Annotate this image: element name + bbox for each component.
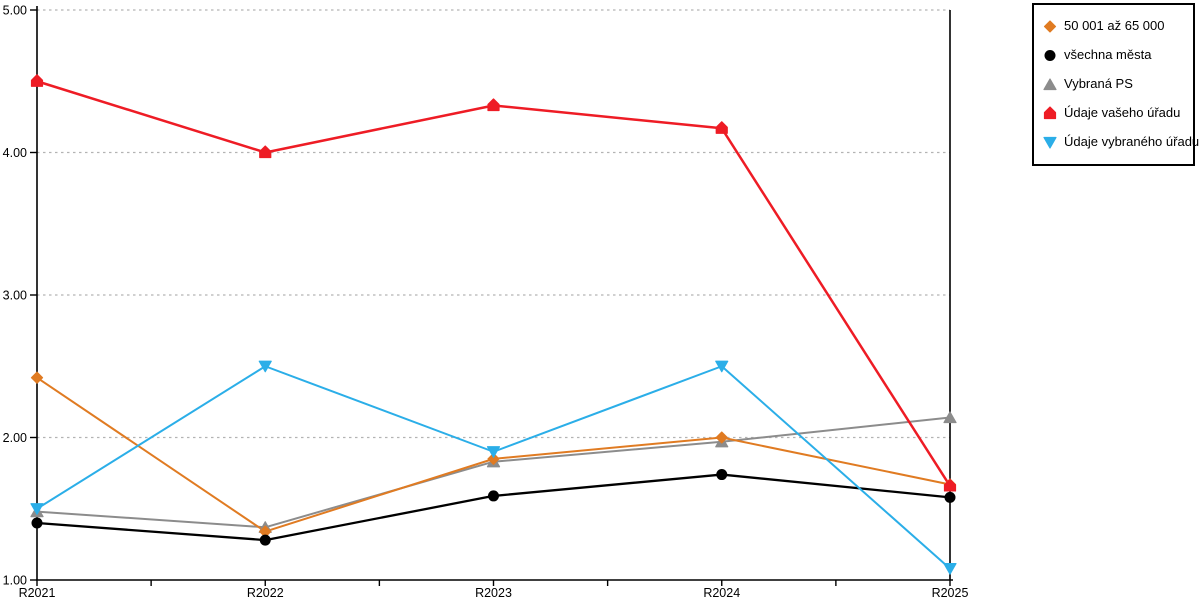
data-point-marker [259,145,272,159]
y-tick-label: 1.00 [3,574,27,588]
data-point-marker [1043,19,1057,33]
series-line [36,416,951,529]
y-tick-label: 3.00 [3,289,27,303]
data-point-marker [943,411,957,424]
series-line [35,80,952,488]
data-point-marker [1043,136,1057,149]
triangle-up-icon [1043,77,1057,90]
legend-label: Údaje vašeho úřadu [1064,105,1181,120]
legend-item: všechna města [1042,40,1185,69]
circle-icon [1044,49,1056,61]
data-point-marker [30,503,44,515]
triangle-down-icon [1043,136,1057,149]
diamond-icon [1043,19,1057,33]
chart-legend: 50 001 až 65 000 všechna města Vybraná PS Ú… [1032,3,1199,166]
legend-label: 50 001 až 65 000 [1064,18,1165,33]
legend-label: Údaje vybraného úřadu [1064,134,1200,149]
series-markers [30,411,957,533]
data-point-marker [488,490,499,502]
data-point-marker [30,371,44,384]
series-line [35,473,952,542]
x-tick-label: R2024 [703,586,740,600]
legend-item: Vybraná PS [1042,69,1185,98]
y-tick-label: 2.00 [3,431,27,445]
x-tick-label: R2022 [247,586,284,600]
data-point-marker [943,478,957,492]
data-point-marker [259,534,271,546]
data-point-marker [715,360,729,373]
x-tick-label: R2021 [19,586,56,600]
data-point-marker [715,431,728,444]
data-point-marker [30,74,44,87]
y-tick-label: 4.00 [3,146,27,160]
data-point-marker [715,121,728,134]
series-markers [31,469,956,546]
data-point-marker [1043,105,1057,119]
data-point-marker [31,517,43,529]
legend-item: 50 001 až 65 000 [1042,11,1185,40]
series-markers [30,74,957,492]
data-point-marker [487,98,500,112]
data-point-marker [1044,49,1056,61]
x-tick-label: R2023 [475,586,512,600]
x-tick-label: R2025 [932,586,969,600]
series-markers [30,360,957,575]
data-point-marker [1043,77,1057,90]
legend-item: Údaje vašeho úřadu [1042,98,1185,127]
legend-item: Údaje vybraného úřadu [1042,127,1199,156]
data-point-marker [486,446,501,458]
y-tick-label: 5.00 [3,4,27,18]
data-point-marker [716,469,728,481]
data-point-marker [943,563,957,575]
data-point-marker [944,491,956,503]
legend-label: všechna města [1064,47,1152,62]
series-line [36,365,951,570]
data-point-marker [487,452,500,465]
legend-label: Vybraná PS [1064,76,1133,91]
pentagon-up-icon [1043,105,1057,119]
data-point-marker [258,360,272,373]
